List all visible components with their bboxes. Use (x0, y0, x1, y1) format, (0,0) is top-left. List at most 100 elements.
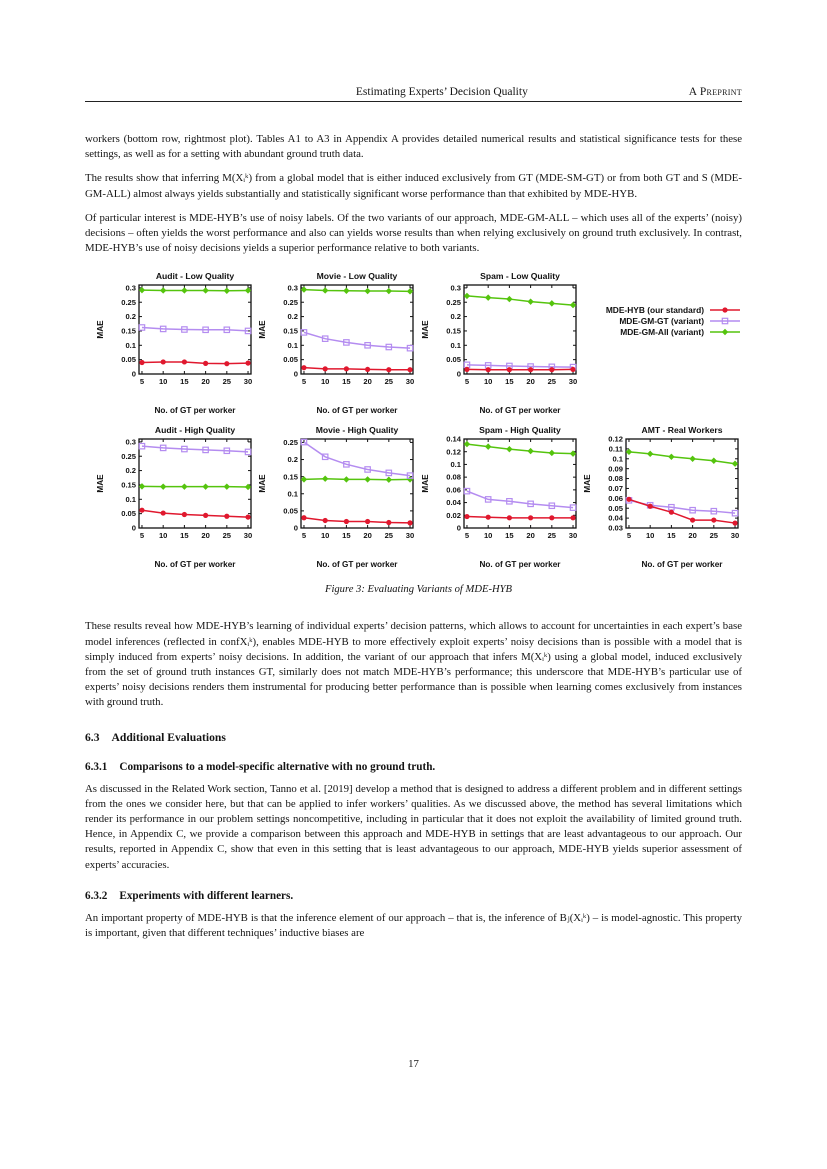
svg-text:20: 20 (364, 377, 372, 386)
svg-text:0.25: 0.25 (446, 298, 462, 307)
svg-text:No. of GT per worker: No. of GT per worker (317, 560, 399, 569)
svg-text:25: 25 (547, 531, 556, 540)
svg-text:5: 5 (302, 531, 307, 540)
legend-marker-green-diamond-icon (710, 328, 740, 336)
svg-text:MAE: MAE (421, 474, 430, 493)
svg-text:0: 0 (132, 370, 136, 379)
svg-text:30: 30 (406, 531, 414, 540)
chart-audit-high-quality: Audit - High Quality MAE No. of GT per wor… (96, 425, 252, 569)
legend-label: MDE-GM-All (variant) (620, 326, 704, 337)
svg-text:No. of GT per worker: No. of GT per worker (479, 560, 561, 569)
svg-text:0.1: 0.1 (288, 341, 299, 350)
svg-text:0.1: 0.1 (288, 490, 299, 499)
svg-text:0.04: 0.04 (608, 514, 624, 523)
svg-text:0.08: 0.08 (446, 473, 461, 482)
section-number: 6.3.1 (85, 760, 108, 773)
svg-text:0.12: 0.12 (446, 448, 461, 457)
svg-text:30: 30 (568, 377, 576, 386)
svg-text:10: 10 (159, 531, 167, 540)
svg-text:0.04: 0.04 (446, 499, 462, 508)
svg-text:15: 15 (342, 377, 351, 386)
svg-text:0.05: 0.05 (283, 507, 299, 516)
svg-text:0.02: 0.02 (446, 511, 461, 520)
svg-text:AMT - Real Workers: AMT - Real Workers (641, 425, 722, 435)
svg-text:No. of GT per worker: No. of GT per worker (479, 406, 561, 415)
section-title: Comparisons to a model-specific alternat… (119, 760, 436, 773)
svg-text:0.12: 0.12 (608, 435, 623, 444)
chart-movie-low-quality: Movie - Low Quality MAE No. of GT per work… (258, 271, 414, 415)
svg-text:20: 20 (688, 531, 696, 540)
svg-text:0.25: 0.25 (283, 438, 299, 447)
svg-text:0.05: 0.05 (446, 356, 462, 365)
paragraph-6: An important property of MDE-HYB is that… (85, 911, 742, 940)
svg-text:15: 15 (342, 531, 351, 540)
svg-text:25: 25 (223, 531, 232, 540)
svg-text:25: 25 (223, 377, 232, 386)
svg-text:0.05: 0.05 (121, 510, 137, 519)
svg-text:0.15: 0.15 (121, 327, 137, 336)
svg-text:0.03: 0.03 (608, 524, 623, 533)
svg-text:15: 15 (667, 531, 676, 540)
legend-item-mde-gm-all: MDE-GM-All (variant) (620, 326, 742, 337)
page-header: Estimating Experts’ Decision Quality A P… (85, 86, 742, 98)
svg-text:0.06: 0.06 (446, 486, 461, 495)
figure-3: Audit - Low Quality MAE No. of GT per work… (85, 270, 742, 595)
svg-text:0.25: 0.25 (283, 298, 299, 307)
svg-text:Movie - High Quality: Movie - High Quality (316, 425, 399, 435)
figure-row-1: Audit - Low Quality MAE No. of GT per work… (95, 270, 742, 418)
svg-text:0.07: 0.07 (608, 484, 623, 493)
section-title: Additional Evaluations (111, 730, 226, 744)
svg-text:0.1: 0.1 (450, 341, 461, 350)
section-heading-6-3-2: 6.3.2 Experiments with different learners… (85, 890, 742, 902)
chart-movie-high-quality: Movie - High Quality MAE No. of GT per wor… (258, 425, 414, 569)
svg-text:MAE: MAE (96, 474, 105, 493)
svg-text:0.15: 0.15 (446, 327, 462, 336)
svg-text:30: 30 (244, 531, 252, 540)
svg-text:0.05: 0.05 (121, 356, 137, 365)
svg-text:0: 0 (132, 524, 136, 533)
svg-text:MAE: MAE (96, 320, 105, 339)
legend-item-mde-hyb: MDE-HYB (our standard) (606, 304, 742, 315)
svg-text:10: 10 (321, 377, 329, 386)
page-number: 17 (408, 1058, 419, 1070)
svg-text:30: 30 (244, 377, 252, 386)
svg-text:30: 30 (731, 531, 739, 540)
chart-audit-low-quality: Audit - Low Quality MAE No. of GT per work… (96, 271, 252, 415)
svg-text:25: 25 (385, 377, 394, 386)
section-heading-6-3-1: 6.3.1 Comparisons to a model-specific alt… (85, 761, 742, 773)
svg-text:0: 0 (294, 524, 298, 533)
svg-text:Audit - Low Quality: Audit - Low Quality (156, 271, 235, 281)
svg-text:25: 25 (547, 377, 556, 386)
paragraph-5: As discussed in the Related Work section… (85, 782, 742, 871)
svg-text:Spam - Low Quality: Spam - Low Quality (480, 271, 560, 281)
svg-text:5: 5 (302, 377, 307, 386)
svg-text:No. of GT per worker: No. of GT per worker (155, 560, 237, 569)
svg-text:0.15: 0.15 (283, 473, 299, 482)
svg-text:10: 10 (483, 531, 491, 540)
section-title: Experiments with different learners. (119, 889, 294, 902)
svg-text:5: 5 (464, 377, 469, 386)
svg-text:0.1: 0.1 (125, 341, 136, 350)
svg-text:0.2: 0.2 (450, 313, 461, 322)
preprint-label: A Preprint (688, 86, 742, 98)
svg-text:10: 10 (483, 377, 491, 386)
svg-text:25: 25 (709, 531, 718, 540)
svg-text:10: 10 (646, 531, 654, 540)
svg-text:0.25: 0.25 (121, 452, 137, 461)
legend-label: MDE-HYB (our standard) (605, 304, 704, 315)
svg-text:0.14: 0.14 (446, 435, 462, 444)
figure-caption: Figure 3: Evaluating Variants of MDE-HYB (324, 584, 513, 596)
running-title: Estimating Experts’ Decision Quality (355, 86, 528, 98)
chart-amt-real-workers: AMT - Real Workers MAE No. of GT per worke… (583, 425, 739, 569)
section-number: 6.3.2 (85, 889, 108, 902)
svg-text:20: 20 (364, 531, 372, 540)
svg-text:No. of GT per worker: No. of GT per worker (641, 560, 723, 569)
svg-text:5: 5 (140, 377, 145, 386)
svg-text:0: 0 (294, 370, 298, 379)
svg-text:0.3: 0.3 (288, 284, 299, 293)
paragraph-4: These results reveal how MDE-HYB’s learn… (85, 620, 742, 709)
svg-text:0.25: 0.25 (121, 298, 137, 307)
legend-item-mde-gm-gt: MDE-GM-GT (variant) (619, 315, 742, 326)
svg-text:0.09: 0.09 (608, 465, 623, 474)
svg-text:MAE: MAE (583, 474, 592, 493)
